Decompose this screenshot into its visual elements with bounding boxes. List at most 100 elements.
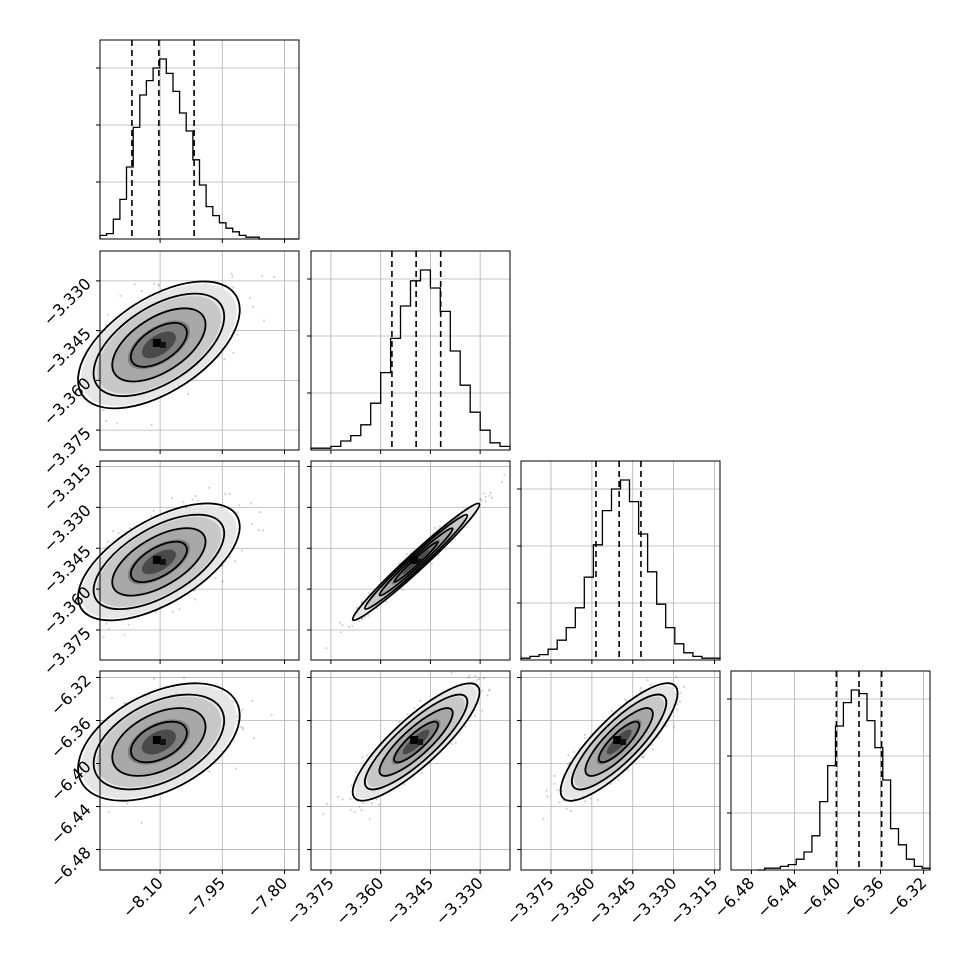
sample-point [191, 498, 194, 501]
sample-point [486, 694, 489, 697]
sample-point [272, 275, 276, 279]
sample-point [596, 798, 600, 802]
sample-point [639, 687, 643, 690]
sample-point [542, 817, 545, 820]
sample-point [207, 486, 210, 489]
sample-point [241, 728, 244, 731]
sample-point [178, 608, 181, 611]
panel-3-3 [727, 670, 931, 874]
sample-point [232, 351, 235, 354]
sample-point [249, 502, 252, 505]
sample-point [679, 700, 682, 703]
y-tick-label-3-1: −6.44 [47, 800, 95, 848]
sample-point [584, 800, 587, 803]
sample-point [420, 771, 423, 775]
sample-point [468, 674, 471, 677]
sample-point [240, 549, 243, 552]
contour-2-0-0 [129, 540, 188, 584]
sample-point [433, 526, 436, 530]
sample-point [236, 333, 239, 336]
sample-point [482, 492, 485, 495]
sample-point [339, 631, 342, 634]
sample-point [490, 496, 493, 499]
sample-point [405, 553, 408, 556]
sample-point [362, 802, 365, 805]
sample-point [450, 742, 453, 745]
sample-point [123, 633, 126, 636]
contour-2-0-2 [92, 513, 226, 611]
panel-2-0 [77, 460, 300, 664]
y-tick-label-1-3: −3.330 [40, 274, 95, 329]
panel-3-0 [77, 670, 300, 874]
sample-point [194, 598, 197, 601]
sample-point [259, 510, 262, 514]
density-peak-3-1 [410, 736, 419, 744]
sample-point [119, 294, 122, 297]
sample-point [127, 623, 130, 626]
sample-point [474, 674, 477, 678]
histogram-0 [99, 58, 299, 240]
panel-1-0 [77, 250, 300, 454]
density-peak-3-0 [152, 736, 161, 744]
sample-point [111, 530, 115, 533]
sample-point [231, 275, 234, 278]
sample-point [257, 529, 260, 532]
sample-point [351, 625, 354, 628]
sample-point [676, 708, 679, 711]
density-peak-b-3-2 [620, 739, 627, 745]
sample-point [484, 500, 487, 503]
density-peak-2-0 [152, 555, 161, 564]
sample-point [368, 592, 371, 595]
sample-point [338, 621, 342, 624]
sample-point [482, 677, 486, 680]
x-tick-label-1-2: −3.345 [382, 873, 437, 928]
density-peak-b-2-0 [159, 558, 166, 565]
density-peak-b-1-0 [159, 341, 166, 348]
sample-point [140, 821, 143, 825]
sample-point [241, 708, 244, 711]
sample-point [170, 496, 174, 499]
sample-point [476, 678, 479, 681]
sample-point [251, 523, 254, 526]
sample-point [128, 527, 131, 530]
sample-point [117, 532, 120, 535]
sample-point [360, 600, 364, 603]
panel-frame-2-0 [99, 460, 300, 661]
sample-point [224, 492, 227, 496]
y-tick-label-3-0: −6.48 [47, 843, 95, 891]
sample-point [183, 676, 186, 679]
sample-point [251, 699, 254, 703]
sample-point [489, 491, 492, 494]
sample-point [665, 725, 668, 728]
panel-2-1 [307, 460, 511, 664]
sample-point [368, 817, 371, 821]
sample-point [403, 783, 406, 786]
sample-point [262, 529, 265, 532]
sample-point [252, 736, 255, 740]
sample-point [572, 750, 575, 754]
density-peak-b-3-0 [159, 739, 166, 745]
density-peak-1-0 [152, 338, 161, 347]
sample-point [385, 600, 388, 603]
sample-point [641, 756, 644, 759]
sample-point [546, 795, 549, 798]
sample-point [370, 802, 373, 805]
sample-point [488, 689, 491, 692]
sample-point [583, 736, 587, 740]
density-peak-3-2 [613, 736, 622, 744]
sample-point [193, 589, 196, 593]
sample-point [187, 392, 190, 396]
panel-frame-0-0 [99, 39, 300, 240]
sample-point [565, 807, 568, 810]
sample-point [464, 725, 467, 728]
sample-point [232, 286, 235, 289]
sample-point [454, 741, 457, 744]
contour-2-0-3 [77, 502, 241, 622]
sample-point [105, 622, 108, 625]
sample-point [488, 494, 491, 497]
sample-point [171, 610, 174, 613]
sample-point [325, 803, 329, 806]
sample-point [401, 588, 404, 592]
sample-point [674, 675, 678, 678]
